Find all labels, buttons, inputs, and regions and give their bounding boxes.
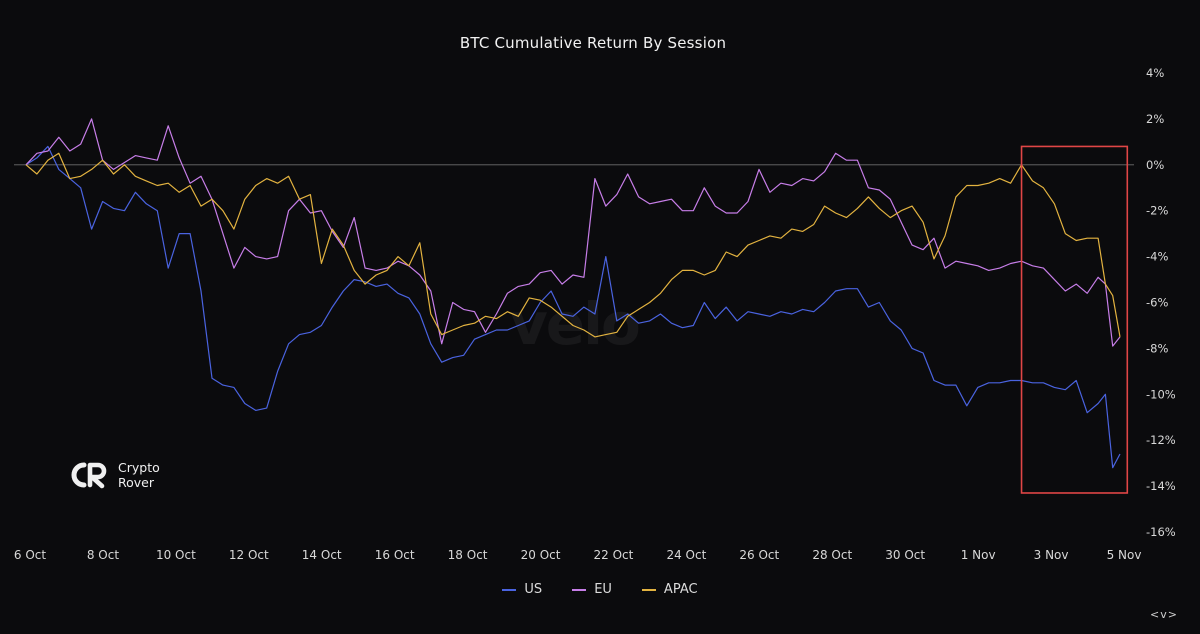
series-line-apac: [25, 152, 1121, 338]
x-tick-label: 26 Oct: [739, 548, 779, 562]
y-tick-label: 0%: [1146, 158, 1164, 172]
y-tick-label: 4%: [1146, 66, 1164, 80]
x-tick-label: 18 Oct: [448, 548, 488, 562]
logo-line1: Crypto: [118, 460, 160, 475]
y-tick-label: -14%: [1146, 479, 1176, 493]
x-tick-label: 16 Oct: [375, 548, 415, 562]
velo-watermark: velo: [510, 290, 641, 358]
y-tick-label: -8%: [1146, 341, 1168, 355]
logo-line2: Rover: [118, 475, 154, 490]
series-line-eu: [25, 118, 1121, 347]
y-axis: 4% 2% 0% -2% -4% -6% -8% -10% -12% -14% -16%: [1146, 66, 1176, 539]
legend-item-apac[interactable]: APAC: [641, 582, 698, 597]
x-tick-label: 8 Oct: [87, 548, 119, 562]
y-tick-label: -6%: [1146, 296, 1168, 310]
x-tick-label: 6 Oct: [14, 548, 46, 562]
x-tick-label: 28 Oct: [812, 548, 852, 562]
chart-title: BTC Cumulative Return By Session: [459, 34, 727, 52]
y-tick-label: 2%: [1146, 112, 1164, 126]
highlight-box: [1020, 145, 1129, 494]
legend-swatch-us: [502, 588, 517, 591]
legend-label-eu: EU: [594, 582, 612, 597]
y-tick-label: -10%: [1146, 387, 1176, 401]
legend-swatch-eu: [572, 588, 587, 591]
series-group: [25, 118, 1121, 469]
legend-swatch-apac: [641, 588, 656, 591]
crypto-rover-logo-icon: [71, 462, 107, 489]
crypto-rover-logo: Crypto Rover: [66, 460, 160, 490]
x-tick-label: 22 Oct: [594, 548, 634, 562]
x-tick-label: 20 Oct: [521, 548, 561, 562]
x-tick-label: 24 Oct: [666, 548, 706, 562]
y-tick-label: -2%: [1146, 204, 1168, 218]
x-tick-label: 3 Nov: [1034, 548, 1069, 562]
chart-legend: US EU APAC: [0, 582, 1200, 597]
legend-label-us: US: [524, 582, 543, 597]
legend-label-apac: APAC: [663, 582, 698, 597]
y-tick-label: -16%: [1146, 525, 1176, 539]
y-tick-label: -4%: [1146, 250, 1168, 264]
x-tick-label: 5 Nov: [1107, 548, 1142, 562]
legend-item-us[interactable]: US: [502, 582, 542, 597]
x-tick-label: 1 Nov: [961, 548, 996, 562]
x-tick-label: 10 Oct: [156, 548, 196, 562]
nav-toggle-button[interactable]: <v>: [1150, 608, 1178, 621]
x-tick-label: 14 Oct: [302, 548, 342, 562]
x-tick-label: 30 Oct: [885, 548, 925, 562]
x-axis: 6 Oct 8 Oct 10 Oct 12 Oct 14 Oct 16 Oct 18 Oct…: [14, 548, 1142, 562]
legend-item-eu[interactable]: EU: [572, 582, 612, 597]
y-tick-label: -12%: [1146, 433, 1176, 447]
x-tick-label: 12 Oct: [229, 548, 269, 562]
logo-wordmark: Crypto Rover: [118, 460, 160, 490]
series-line-us: [25, 145, 1121, 469]
